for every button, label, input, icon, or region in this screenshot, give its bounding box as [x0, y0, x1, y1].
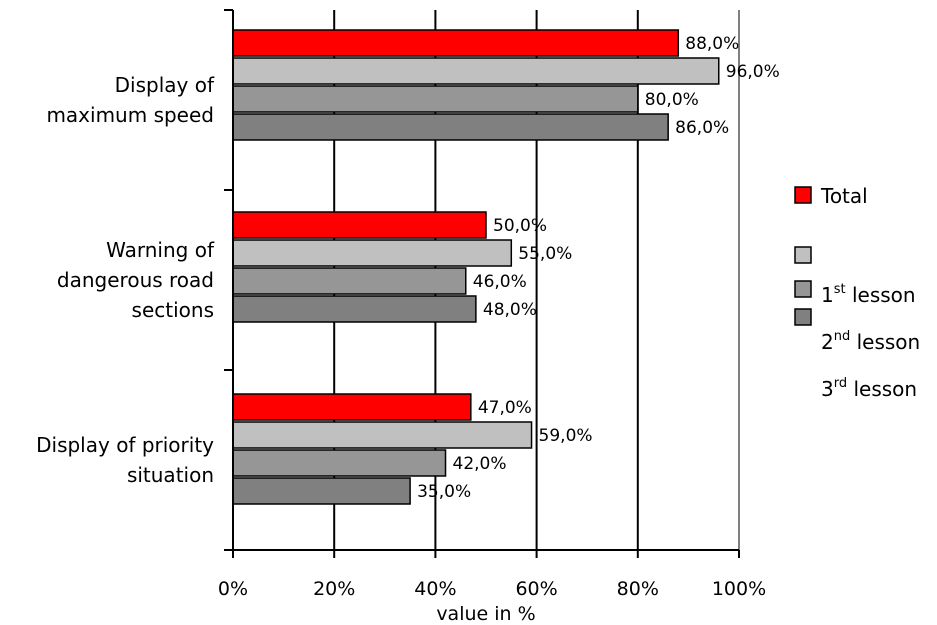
data-label: 59,0%	[539, 426, 593, 446]
data-label: 86,0%	[675, 118, 729, 138]
data-label: 80,0%	[645, 90, 699, 110]
x-tick-label: 40%	[414, 578, 456, 600]
bar	[232, 57, 720, 85]
x-tick-label: 100%	[712, 578, 766, 600]
legend-swatch	[794, 246, 812, 264]
x-tick-label: 60%	[515, 578, 557, 600]
legend-swatch	[794, 280, 812, 298]
bar	[232, 421, 533, 449]
bar	[232, 393, 472, 421]
legend: Total 1st lesson 2nd lesson 3rd lesson	[794, 184, 920, 401]
legend-swatch	[794, 186, 812, 204]
legend-label: 2nd lesson	[821, 329, 920, 354]
bar	[232, 29, 680, 57]
category-label: Warning of dangerous road sections	[57, 238, 215, 322]
legend-label: 3rd lesson	[821, 376, 917, 401]
bar	[232, 85, 639, 113]
bar	[232, 113, 669, 141]
legend-label: Total	[820, 184, 868, 208]
category-label: Display of priority situation	[36, 433, 214, 487]
axes	[224, 9, 740, 558]
data-label: 96,0%	[726, 62, 780, 82]
data-label: 48,0%	[483, 300, 537, 320]
data-label: 88,0%	[685, 34, 739, 54]
bar	[232, 211, 487, 239]
bar	[232, 295, 477, 323]
x-tick-label: 20%	[313, 578, 355, 600]
data-label: 46,0%	[473, 272, 527, 292]
data-label: 55,0%	[518, 244, 572, 264]
data-label: 50,0%	[493, 216, 547, 236]
category-label: Display of maximum speed	[46, 73, 215, 127]
category-labels: Display of maximum speed Warning of dangero…	[36, 73, 215, 487]
x-tick-labels: 0% 20% 40% 60% 80% 100%	[218, 578, 766, 600]
bar	[232, 477, 411, 505]
bar	[232, 267, 467, 295]
data-label: 47,0%	[478, 398, 532, 418]
data-label: 42,0%	[453, 454, 507, 474]
legend-label: 1st lesson	[821, 282, 916, 307]
x-axis-title: value in %	[436, 603, 535, 625]
legend-swatch	[794, 308, 812, 326]
x-tick-label: 0%	[218, 578, 248, 600]
data-labels: 88,0% 50,0% 47,0% 96,0% 55,0% 59,0% 80,0% 46,0%…	[417, 34, 780, 502]
bar	[232, 239, 513, 267]
x-tick-label: 80%	[617, 578, 659, 600]
bar	[232, 449, 447, 477]
data-label: 35,0%	[417, 482, 471, 502]
